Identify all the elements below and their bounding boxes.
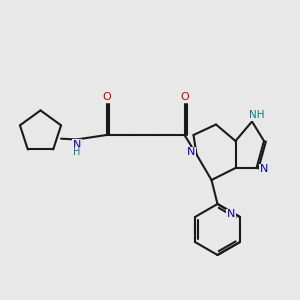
- Text: N: N: [260, 164, 268, 175]
- Text: O: O: [180, 92, 189, 102]
- Text: H: H: [74, 147, 81, 157]
- Text: N: N: [187, 147, 195, 157]
- Text: N: N: [73, 140, 81, 150]
- Text: N: N: [227, 209, 236, 219]
- Text: O: O: [102, 92, 111, 102]
- Text: NH: NH: [249, 110, 264, 121]
